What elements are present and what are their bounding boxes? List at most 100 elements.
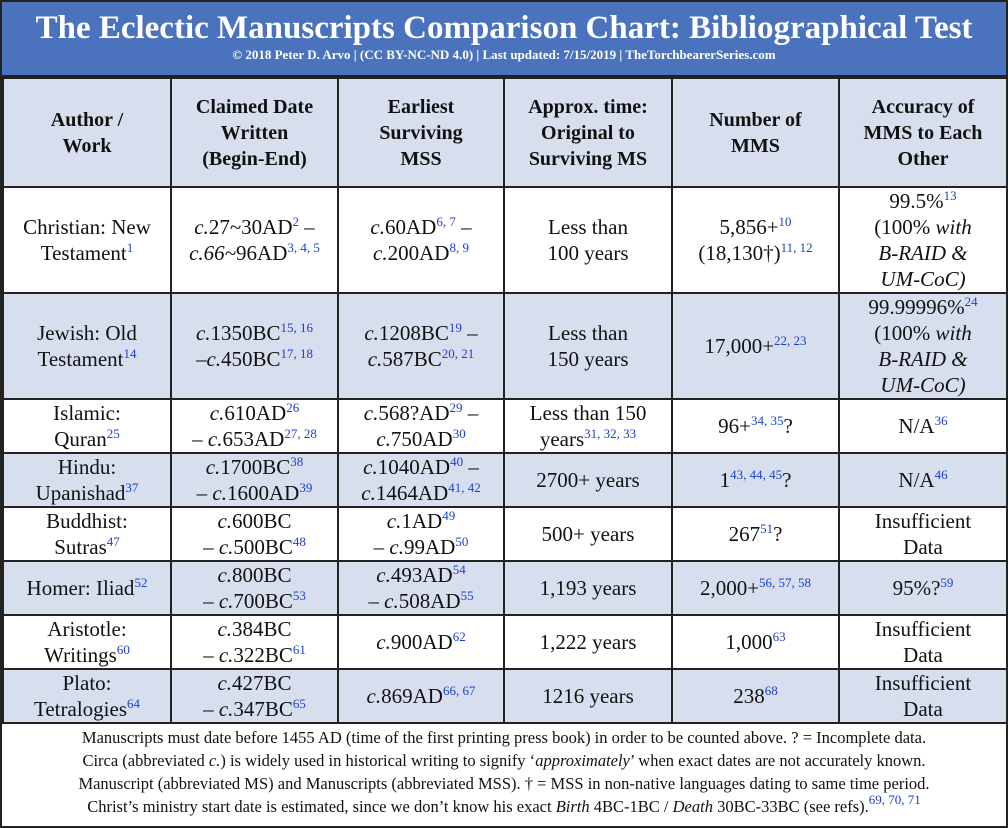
italic-text: with bbox=[935, 215, 972, 239]
cell: 2,000+56, 57, 58 bbox=[671, 560, 840, 616]
footer-line: Manuscript (abbreviated MS) and Manuscri… bbox=[2, 772, 1006, 795]
italic-text: c. bbox=[367, 347, 383, 371]
header: The Eclectic Manuscripts Comparison Char… bbox=[2, 2, 1006, 77]
cell: c.600BC – c.500BC48 bbox=[170, 506, 339, 562]
cell-line: B-RAID & bbox=[842, 240, 1004, 266]
cell: Christian: New Testament1 bbox=[2, 186, 172, 294]
text: Manuscripts must date before 1455 AD (ti… bbox=[81, 728, 927, 747]
cell: Insufficient Data bbox=[838, 506, 1006, 562]
reference: 61 bbox=[292, 642, 306, 657]
cell-line: Plato: bbox=[6, 671, 168, 696]
cell-line: 150 years bbox=[507, 346, 669, 372]
cell: Insufficient Data bbox=[838, 614, 1006, 670]
italic-text: Birth bbox=[555, 797, 590, 816]
text: Homer: Iliad bbox=[26, 576, 135, 600]
cell-line: –c.450BC17, 18 bbox=[174, 346, 335, 372]
cell-line: Testament1 bbox=[6, 240, 168, 266]
text: 1,000 bbox=[725, 630, 773, 654]
cell-line: Aristotle: bbox=[6, 617, 168, 642]
text: 568?AD bbox=[378, 401, 450, 425]
text: Insufficient bbox=[874, 617, 972, 641]
cell-line: 143, 44, 45? bbox=[675, 467, 836, 493]
text: – bbox=[203, 589, 219, 613]
text: Buddhist: bbox=[46, 509, 128, 533]
italic-text: c. bbox=[208, 751, 221, 770]
header-row: Author / Work Claimed Date Written (Begin-En… bbox=[2, 77, 1006, 188]
cell-line: 17,000+22, 23 bbox=[675, 333, 836, 359]
italic-text: c. bbox=[386, 509, 402, 533]
header-line: Number of bbox=[709, 108, 802, 131]
text: years bbox=[539, 427, 585, 451]
text: 1208BC bbox=[378, 321, 449, 345]
cell-line: B-RAID & bbox=[842, 346, 1004, 372]
cell-line: c.493AD54 bbox=[341, 563, 501, 588]
italic-text: c. bbox=[384, 589, 399, 613]
cell-line: Islamic: bbox=[6, 401, 168, 426]
text: 200AD bbox=[387, 241, 450, 265]
reference: 25 bbox=[106, 426, 120, 441]
text: Data bbox=[903, 697, 943, 721]
cell-line: 26751? bbox=[675, 521, 836, 547]
footer-line: Christ’s ministry start date is estimate… bbox=[2, 793, 1006, 818]
text: (18,130†) bbox=[698, 241, 781, 265]
text: 1AD bbox=[401, 509, 443, 533]
cell: c.610AD26– c.653AD27, 28 bbox=[170, 398, 339, 454]
cell-line: – c.347BC65 bbox=[174, 696, 335, 721]
text: Christ’s ministry start date is estimate… bbox=[87, 797, 556, 816]
reference: 26 bbox=[286, 400, 300, 415]
column-header: Claimed Date Written (Begin-End) bbox=[170, 77, 339, 188]
reference: 49 bbox=[442, 508, 456, 523]
cell-line: (100% with bbox=[842, 214, 1004, 240]
reference: 66, 67 bbox=[442, 683, 476, 698]
italic-text: B-RAID & bbox=[878, 241, 968, 265]
cell: 2700+ years bbox=[503, 452, 673, 508]
reference: 3, 4, 5 bbox=[287, 240, 320, 255]
text: 653AD bbox=[222, 427, 285, 451]
cell-line: c.427BC bbox=[174, 671, 335, 696]
text: 508AD bbox=[398, 589, 461, 613]
cell-line: c.1AD49 bbox=[341, 508, 501, 534]
italic-text: c.66~ bbox=[189, 241, 237, 265]
reference: 29 bbox=[449, 400, 463, 415]
cell: 5,856+10 (18,130†)11, 12 bbox=[671, 186, 840, 294]
reference: 19 bbox=[448, 320, 462, 335]
text: 1216 years bbox=[542, 684, 634, 708]
cell-line: Data bbox=[842, 642, 1004, 667]
cell-line: (100% with bbox=[842, 320, 1004, 346]
cell-line: years31, 32, 33 bbox=[507, 426, 669, 451]
cell-line: Less than bbox=[507, 320, 669, 346]
cell: 99.5%13 (100% with B-RAID & UM-CoC) bbox=[838, 186, 1006, 294]
cell: 143, 44, 45? bbox=[671, 452, 840, 508]
text: Upanishad bbox=[35, 481, 126, 505]
header-line: Author / bbox=[50, 108, 124, 131]
header-line: Other bbox=[897, 147, 949, 170]
cell-line: 1,00063 bbox=[675, 629, 836, 655]
text: Insufficient bbox=[874, 671, 972, 695]
header-line: Earliest bbox=[387, 95, 455, 118]
column-header: Accuracy of MMS to Each Other bbox=[838, 77, 1006, 188]
reference: 14 bbox=[123, 346, 137, 361]
text: 800BC bbox=[232, 563, 292, 587]
italic-text: Death bbox=[672, 797, 713, 816]
reference: 51 bbox=[760, 521, 774, 536]
text: 238 bbox=[733, 684, 765, 708]
cell-line: – c.653AD27, 28 bbox=[174, 426, 335, 451]
text: 493AD bbox=[390, 563, 453, 587]
text: – bbox=[461, 321, 478, 345]
text: ? bbox=[773, 522, 783, 546]
reference: 15, 16 bbox=[280, 320, 314, 335]
text: ? bbox=[783, 414, 793, 438]
text: 900AD bbox=[390, 630, 453, 654]
cell: c.1350BC15, 16 –c.450BC17, 18 bbox=[170, 292, 339, 400]
title: The Eclectic Manuscripts Comparison Char… bbox=[35, 10, 973, 46]
italic-text: with bbox=[935, 321, 972, 345]
cell-line: UM-CoC) bbox=[842, 372, 1004, 397]
cell: 1,222 years bbox=[503, 614, 673, 670]
text: Less than bbox=[548, 215, 628, 239]
cell-line: Jewish: Old bbox=[6, 320, 168, 346]
text: 1350BC bbox=[210, 321, 281, 345]
text: 30BC-33BC (see refs). bbox=[712, 797, 869, 816]
text: N/A bbox=[898, 414, 935, 438]
cell: Hindu: Upanishad37 bbox=[2, 452, 172, 508]
reference: 39 bbox=[299, 480, 313, 495]
